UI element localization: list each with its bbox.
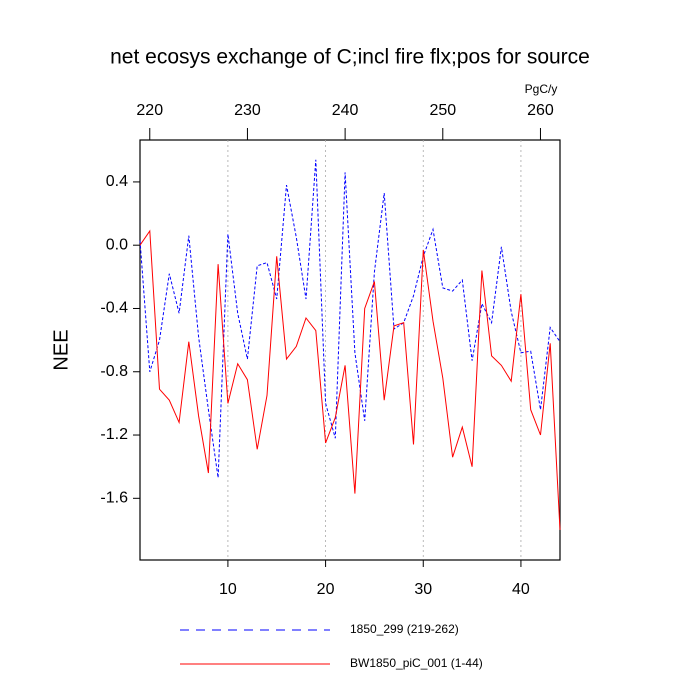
y-axis-label: NEE [50, 329, 72, 370]
series-line [139, 159, 561, 478]
series-line [139, 229, 561, 530]
y-tick-label: -0.4 [100, 300, 128, 317]
x2-tick-label: 260 [527, 102, 554, 119]
y-tick-label: 0.0 [106, 236, 128, 253]
x-tick-label: 30 [414, 581, 432, 598]
x2-tick-label: 250 [429, 102, 456, 119]
y-tick-label: -1.6 [100, 490, 128, 507]
x-tick-label: 10 [219, 581, 237, 598]
legend-label: BW1850_piC_001 (1-44) [350, 656, 483, 670]
x2-tick-label: 240 [332, 102, 359, 119]
y-tick-label: -1.2 [100, 426, 128, 443]
chart-title: net ecosys exchange of C;incl fire flx;p… [110, 46, 590, 69]
x-tick-label: 20 [317, 581, 335, 598]
x2-axis-label: PgC/y [525, 82, 558, 96]
plot-frame [139, 139, 561, 561]
x-tick-label: 40 [512, 581, 530, 598]
y-tick-label: -0.8 [100, 363, 128, 380]
y-tick-label: 0.4 [106, 173, 128, 190]
x2-tick-label: 230 [234, 102, 261, 119]
x2-tick-label: 220 [136, 102, 163, 119]
legend-label: 1850_299 (219-262) [350, 622, 459, 636]
